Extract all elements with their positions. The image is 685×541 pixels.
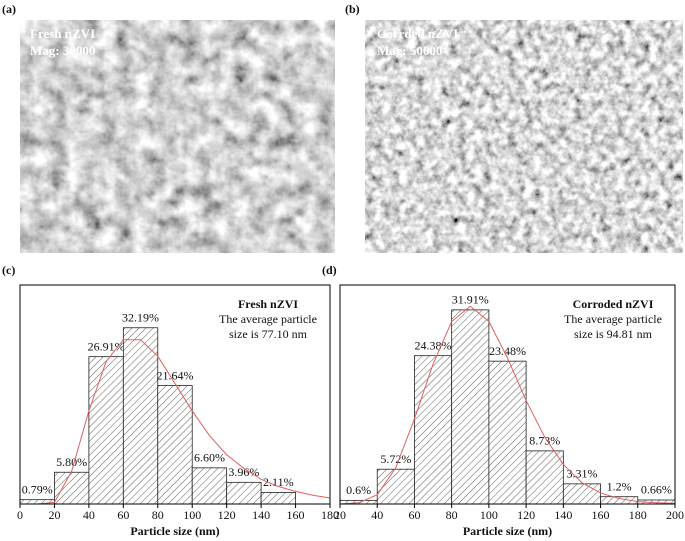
value-label: 23.48% [489,344,526,358]
fit-curve [37,339,331,505]
x-tick-label: 200 [666,508,684,522]
value-label: 26.91% [88,339,125,353]
panel-label: (b) [345,2,360,16]
plot-frame [339,284,676,505]
value-label: 3.31% [566,467,597,481]
annotation-title: Fresh nZVI [238,297,298,311]
image-title: Corrded nZVI [377,26,458,41]
x-axis-label: Particle size (nm) [130,524,219,538]
fit-curve [339,305,676,505]
value-label: 5.72% [380,452,411,466]
x-tick-label: 140 [554,508,572,522]
value-label: 0.66% [641,483,672,497]
bar [226,481,262,505]
panel-label: (a) [2,2,16,16]
sem-image [365,20,683,253]
x-tick-label: 100 [480,508,498,522]
bar [562,483,601,505]
x-tick-label: 60 [117,508,129,522]
x-tick-label: 120 [218,508,236,522]
x-tick-label: 180 [629,508,647,522]
x-tick-label: 40 [83,508,95,522]
value-label: 24.38% [415,338,452,352]
panel-label: (c) [2,263,15,277]
bar [88,356,124,505]
value-label: 2.11% [263,475,294,489]
x-tick-label: 80 [152,508,164,522]
x-tick-label: 160 [592,508,610,522]
bar [157,385,193,505]
bar [191,467,228,505]
bar [414,355,453,505]
x-tick-label: 120 [517,508,535,522]
value-label: 31.91% [452,293,489,307]
x-tick-label: 180 [321,508,339,522]
bar [451,309,490,505]
annotation-title: Corroded nZVI [573,297,654,311]
value-label: 32.19% [122,311,159,325]
x-tick-label: 80 [446,508,458,522]
bar [488,360,527,505]
annotation: The average particle [564,312,662,326]
x-tick-label: 140 [252,508,270,522]
x-tick-label: 20 [48,508,60,522]
value-label: 21.64% [157,368,194,382]
value-label: 3.96% [228,465,259,479]
value-label: 1.2% [607,479,632,493]
annotation: The average particle [219,312,317,326]
x-tick-label: 160 [287,508,305,522]
x-tick-label: 0 [17,508,23,522]
annotation: size is 77.10 nm [229,327,308,341]
sem-image [20,20,335,253]
x-tick-label: 20 [334,508,346,522]
image-magnification: Mag: 50000 [377,43,442,58]
plot-frame [19,284,331,505]
image-magnification: Mag: 30000 [30,43,95,58]
value-label: 6.60% [194,451,225,465]
bar [54,471,90,505]
value-label: 0.79% [22,482,53,496]
bar [525,450,564,505]
image-title: Fresh nZVI [30,26,95,41]
x-tick-label: 100 [183,508,201,522]
value-label: 5.80% [56,455,87,469]
bar [260,492,296,505]
x-axis-label: Particle size (nm) [463,524,552,538]
value-label: 0.6% [346,483,371,497]
x-tick-label: 60 [408,508,420,522]
panel-label: (d) [322,263,337,277]
annotation: size is 94.81 nm [574,327,653,341]
value-label: 8.73% [529,434,560,448]
x-tick-label: 40 [371,508,383,522]
bar [122,327,159,505]
